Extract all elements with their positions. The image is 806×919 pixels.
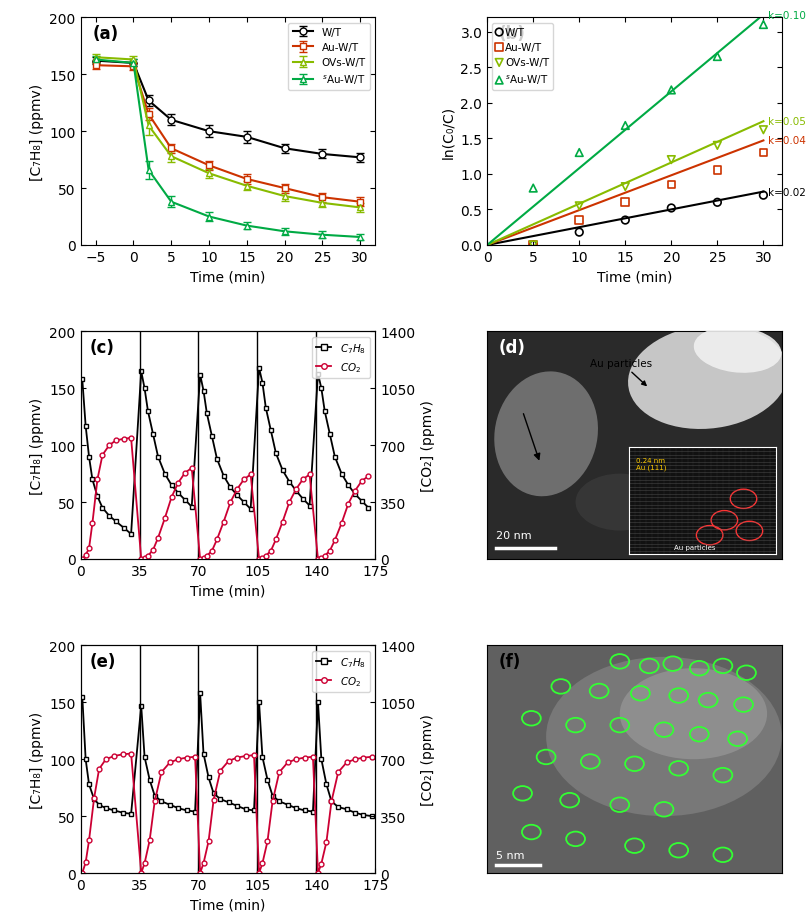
Ellipse shape — [494, 372, 598, 496]
W/T — [757, 188, 770, 203]
$^{s}$Au-W/T — [573, 146, 586, 161]
Au-W/T — [527, 238, 540, 253]
Text: k=0.049: k=0.049 — [768, 136, 806, 146]
Text: (b): (b) — [499, 25, 526, 43]
Ellipse shape — [694, 327, 782, 373]
Text: Au particles: Au particles — [590, 358, 652, 386]
OVs-W/T — [711, 139, 724, 153]
W/T — [665, 201, 678, 216]
Text: k=0.108: k=0.108 — [768, 10, 806, 20]
Au-W/T — [573, 213, 586, 228]
Text: k=0.025: k=0.025 — [768, 187, 806, 198]
Text: (e): (e) — [89, 652, 116, 671]
Au-W/T — [711, 164, 724, 178]
X-axis label: Time (min): Time (min) — [190, 270, 266, 284]
X-axis label: Time (min): Time (min) — [190, 898, 266, 912]
W/T — [527, 238, 540, 253]
Text: (a): (a) — [93, 25, 118, 43]
Legend: $C_7H_8$, $CO_2$: $C_7H_8$, $CO_2$ — [312, 651, 370, 692]
Text: 20 nm: 20 nm — [496, 531, 532, 541]
$^{s}$Au-W/T — [665, 84, 678, 98]
Au-W/T — [619, 196, 632, 210]
Legend: W/T, Au-W/T, OVs-W/T, $^{s}$Au-W/T: W/T, Au-W/T, OVs-W/T, $^{s}$Au-W/T — [289, 24, 370, 91]
X-axis label: Time (min): Time (min) — [596, 270, 672, 284]
Text: (f): (f) — [499, 652, 521, 671]
OVs-W/T — [527, 238, 540, 253]
Ellipse shape — [628, 325, 788, 429]
$^{s}$Au-W/T — [757, 18, 770, 33]
W/T — [711, 196, 724, 210]
Legend: W/T, Au-W/T, OVs-W/T, $^{s}$Au-W/T: W/T, Au-W/T, OVs-W/T, $^{s}$Au-W/T — [492, 24, 553, 91]
Au-W/T — [757, 146, 770, 161]
Ellipse shape — [620, 668, 767, 759]
X-axis label: Time (min): Time (min) — [190, 584, 266, 597]
W/T — [619, 213, 632, 228]
Legend: $C_7H_8$, $CO_2$: $C_7H_8$, $CO_2$ — [312, 337, 370, 379]
$^{s}$Au-W/T — [527, 182, 540, 197]
Y-axis label: [C₇H₈] (ppmv): [C₇H₈] (ppmv) — [30, 711, 44, 808]
W/T — [573, 225, 586, 240]
OVs-W/T — [757, 123, 770, 138]
Ellipse shape — [575, 474, 664, 531]
$^{s}$Au-W/T — [711, 51, 724, 65]
Y-axis label: [CO₂] (ppmv): [CO₂] (ppmv) — [421, 713, 434, 805]
Text: 5 nm: 5 nm — [496, 850, 525, 860]
Text: (c): (c) — [89, 339, 114, 357]
Y-axis label: ln(C₀/C): ln(C₀/C) — [441, 106, 455, 159]
OVs-W/T — [665, 153, 678, 168]
Y-axis label: [C₇H₈] (ppmv): [C₇H₈] (ppmv) — [30, 84, 44, 180]
Text: k=0.058: k=0.058 — [768, 117, 806, 127]
Y-axis label: [C₇H₈] (ppmv): [C₇H₈] (ppmv) — [30, 397, 44, 494]
Ellipse shape — [546, 657, 782, 816]
Y-axis label: [CO₂] (ppmv): [CO₂] (ppmv) — [421, 400, 434, 492]
Au-W/T — [665, 178, 678, 193]
OVs-W/T — [619, 180, 632, 195]
OVs-W/T — [573, 199, 586, 214]
Text: (d): (d) — [499, 339, 526, 357]
$^{s}$Au-W/T — [619, 119, 632, 133]
